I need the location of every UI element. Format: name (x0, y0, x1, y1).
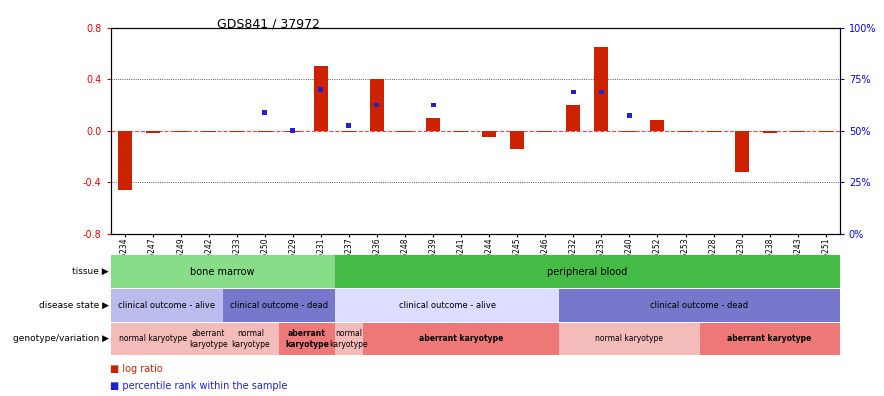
Bar (560, 289, 840, 322)
Text: GDS841 / 37972: GDS841 / 37972 (217, 18, 320, 31)
Bar (622, 131, 636, 132)
Bar (651, 120, 665, 131)
Bar (627, 113, 632, 118)
Bar (706, 131, 720, 132)
Bar (370, 79, 384, 131)
Bar (230, 131, 244, 132)
Bar (598, 90, 604, 94)
Bar (375, 103, 379, 107)
Bar (763, 131, 777, 133)
Text: clinical outcome - alive: clinical outcome - alive (118, 301, 215, 310)
Bar (426, 118, 440, 131)
Text: normal
karyotype: normal karyotype (330, 329, 369, 348)
Bar (538, 131, 552, 132)
Bar (790, 131, 804, 132)
Text: disease state ▶: disease state ▶ (39, 301, 109, 310)
Text: clinical outcome - dead: clinical outcome - dead (230, 301, 328, 310)
Text: normal
karyotype: normal karyotype (232, 329, 271, 348)
Bar (454, 131, 469, 132)
Bar (510, 131, 524, 148)
Text: normal karyotype: normal karyotype (596, 335, 663, 343)
Bar (110, 289, 223, 322)
Bar (258, 131, 271, 132)
Bar (314, 66, 328, 131)
Bar (194, 323, 223, 355)
Text: aberrant karyotype: aberrant karyotype (419, 335, 503, 343)
Bar (735, 131, 749, 172)
Bar (110, 255, 335, 288)
Text: aberrant
karyotype: aberrant karyotype (285, 329, 329, 348)
Bar (679, 131, 692, 132)
Bar (110, 323, 194, 355)
Text: ■ log ratio: ■ log ratio (110, 364, 164, 374)
Text: genotype/variation ▶: genotype/variation ▶ (12, 335, 109, 343)
Bar (571, 90, 575, 94)
Bar (173, 131, 187, 132)
Bar (146, 131, 160, 133)
Text: ■ percentile rank within the sample: ■ percentile rank within the sample (110, 381, 288, 390)
Bar (347, 123, 352, 128)
Bar (318, 87, 324, 92)
Text: aberrant
karyotype: aberrant karyotype (189, 329, 228, 348)
Bar (286, 131, 300, 132)
Text: normal karyotype: normal karyotype (118, 335, 187, 343)
Bar (482, 131, 496, 137)
Bar (363, 323, 560, 355)
Text: tissue ▶: tissue ▶ (72, 267, 109, 276)
Bar (560, 323, 699, 355)
Bar (819, 131, 833, 132)
Bar (278, 323, 335, 355)
Bar (594, 47, 608, 131)
Bar (118, 131, 132, 190)
Bar (335, 289, 560, 322)
Text: peripheral blood: peripheral blood (547, 267, 628, 277)
Bar (335, 255, 840, 288)
Bar (335, 323, 363, 355)
Text: bone marrow: bone marrow (190, 267, 255, 277)
Bar (202, 131, 216, 132)
Bar (223, 289, 335, 322)
Bar (567, 105, 580, 131)
Bar (342, 131, 356, 132)
Bar (263, 110, 267, 115)
Text: aberrant karyotype: aberrant karyotype (728, 335, 812, 343)
Text: clinical outcome - dead: clinical outcome - dead (651, 301, 749, 310)
Bar (290, 128, 295, 133)
Bar (699, 323, 840, 355)
Text: clinical outcome - alive: clinical outcome - alive (399, 301, 496, 310)
Bar (431, 103, 436, 107)
Bar (398, 131, 412, 132)
Bar (223, 323, 278, 355)
